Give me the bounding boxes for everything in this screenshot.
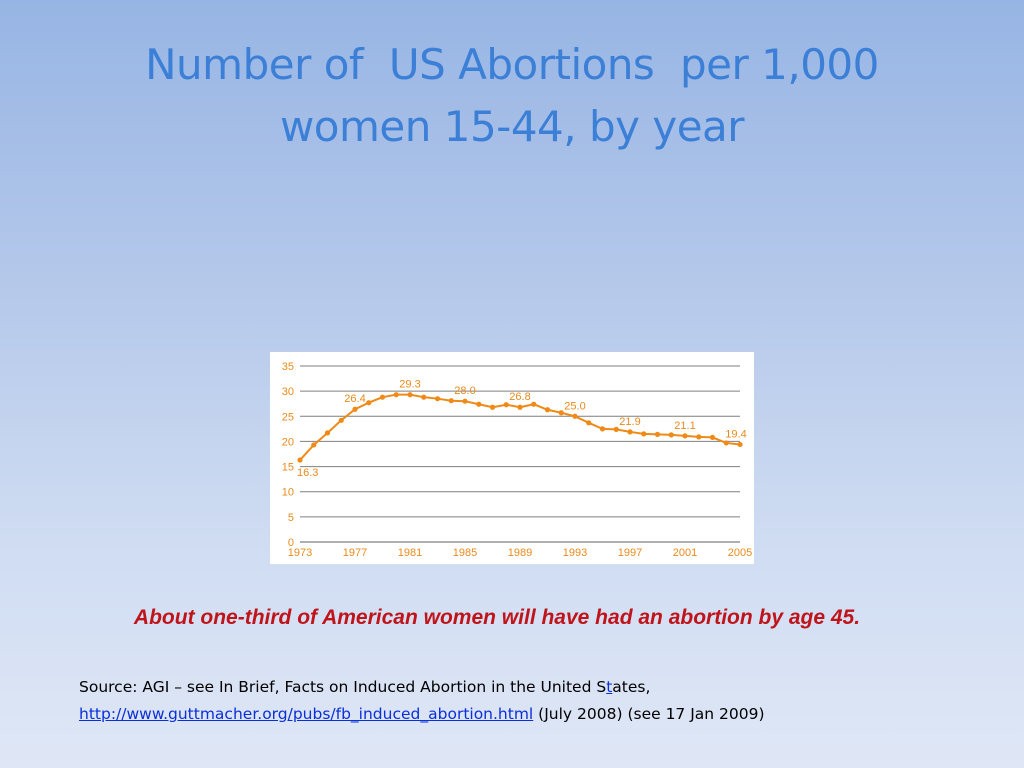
data-point-1976 bbox=[338, 417, 344, 423]
x-tick-label-1985: 1985 bbox=[453, 547, 477, 559]
data-point-2001 bbox=[682, 433, 688, 439]
abortion-rate-chart: 0 5 10 15 20 25 30 35 1973 1977 1981 1985 1989 1993 19… bbox=[270, 352, 754, 564]
y-tick-label-30: 30 bbox=[282, 386, 294, 398]
source-link[interactable]: http://www.guttmacher.org/pubs/fb_induce… bbox=[79, 705, 534, 723]
y-tick-label-10: 10 bbox=[282, 487, 294, 499]
x-tick-label-1993: 1993 bbox=[563, 547, 587, 559]
data-point-1996 bbox=[613, 426, 619, 432]
x-tick-label-2001: 2001 bbox=[673, 547, 697, 559]
data-point-1994 bbox=[586, 420, 592, 426]
x-tick-label-1997: 1997 bbox=[618, 547, 642, 559]
x-tick-label-1989: 1989 bbox=[508, 547, 532, 559]
y-tick-label-35: 35 bbox=[282, 361, 294, 373]
source-text-suffix: ates, bbox=[612, 678, 651, 696]
data-point-1983 bbox=[434, 396, 441, 402]
data-label-1973: 16.3 bbox=[297, 467, 318, 479]
x-tick-label-1977: 1977 bbox=[343, 547, 367, 559]
x-tick-label-2005: 2005 bbox=[728, 547, 752, 559]
data-point-1997 bbox=[627, 429, 633, 435]
source-line-1: Source: AGI – see In Brief, Facts on Ind… bbox=[79, 674, 979, 701]
data-point-1978 bbox=[366, 400, 372, 406]
slide-title-line-1: Number of US Abortions per 1,000 bbox=[145, 40, 879, 89]
y-tick-label-5: 5 bbox=[288, 512, 294, 524]
data-point-1980 bbox=[393, 392, 399, 398]
y-tick-label-15: 15 bbox=[282, 462, 294, 474]
slide-title-line-2: women 15-44, by year bbox=[279, 102, 745, 151]
summary-note: About one-third of American women will h… bbox=[133, 606, 861, 629]
x-tick-label-1973: 1973 bbox=[288, 547, 312, 559]
data-label-1993: 25.0 bbox=[564, 400, 585, 412]
data-point-2003 bbox=[709, 434, 716, 441]
data-point-1975 bbox=[324, 430, 331, 436]
data-point-2000 bbox=[668, 432, 674, 438]
data-point-1973 bbox=[297, 457, 303, 463]
source-line-2: http://www.guttmacher.org/pubs/fb_induce… bbox=[79, 701, 979, 728]
data-label-1981: 29.3 bbox=[399, 379, 420, 391]
data-label-2001: 21.1 bbox=[674, 420, 695, 432]
data-label-1997: 21.9 bbox=[619, 416, 640, 428]
data-point-2002 bbox=[696, 434, 702, 440]
y-tick-label-25: 25 bbox=[282, 411, 294, 423]
data-point-1995 bbox=[599, 426, 606, 432]
data-point-1992 bbox=[558, 410, 564, 416]
source-text-prefix: Source: AGI – see In Brief, Facts on Ind… bbox=[79, 678, 607, 696]
data-point-1982 bbox=[421, 394, 427, 400]
data-label-1989: 26.8 bbox=[509, 391, 530, 403]
x-tick-label-1981: 1981 bbox=[398, 547, 422, 559]
data-point-1988 bbox=[503, 402, 509, 408]
data-label-2005: 19.4 bbox=[725, 428, 746, 440]
source-date: (July 2008) (see 17 Jan 2009) bbox=[533, 705, 765, 723]
data-point-2005 bbox=[737, 441, 743, 448]
data-point-1998 bbox=[641, 431, 647, 437]
data-point-1984 bbox=[448, 398, 454, 404]
data-point-1987 bbox=[489, 404, 496, 410]
data-point-1979 bbox=[379, 394, 386, 400]
data-point-1989 bbox=[517, 404, 523, 410]
data-point-1985 bbox=[462, 398, 468, 404]
data-point-1990 bbox=[531, 401, 537, 407]
data-point-1974 bbox=[311, 442, 317, 448]
data-point-1981 bbox=[407, 392, 413, 398]
chart-svg: 0 5 10 15 20 25 30 35 1973 1977 1981 1985 1989 1993 19… bbox=[282, 361, 752, 559]
y-tick-label-20: 20 bbox=[282, 436, 294, 448]
data-point-1977 bbox=[352, 406, 358, 412]
data-label-1977: 26.4 bbox=[344, 393, 365, 405]
source-text-t: t bbox=[606, 678, 613, 696]
data-point-2004 bbox=[723, 440, 729, 446]
data-point-1999 bbox=[654, 431, 661, 437]
source-citation: Source: AGI – see In Brief, Facts on Ind… bbox=[79, 674, 979, 728]
y-tick-label-0: 0 bbox=[288, 537, 294, 549]
data-label-1985: 28.0 bbox=[454, 385, 475, 397]
slide-title: Number of US Abortions per 1,000 women 1… bbox=[40, 34, 984, 158]
data-point-1991 bbox=[544, 407, 551, 413]
data-point-1993 bbox=[572, 413, 578, 419]
data-point-1986 bbox=[476, 401, 482, 407]
